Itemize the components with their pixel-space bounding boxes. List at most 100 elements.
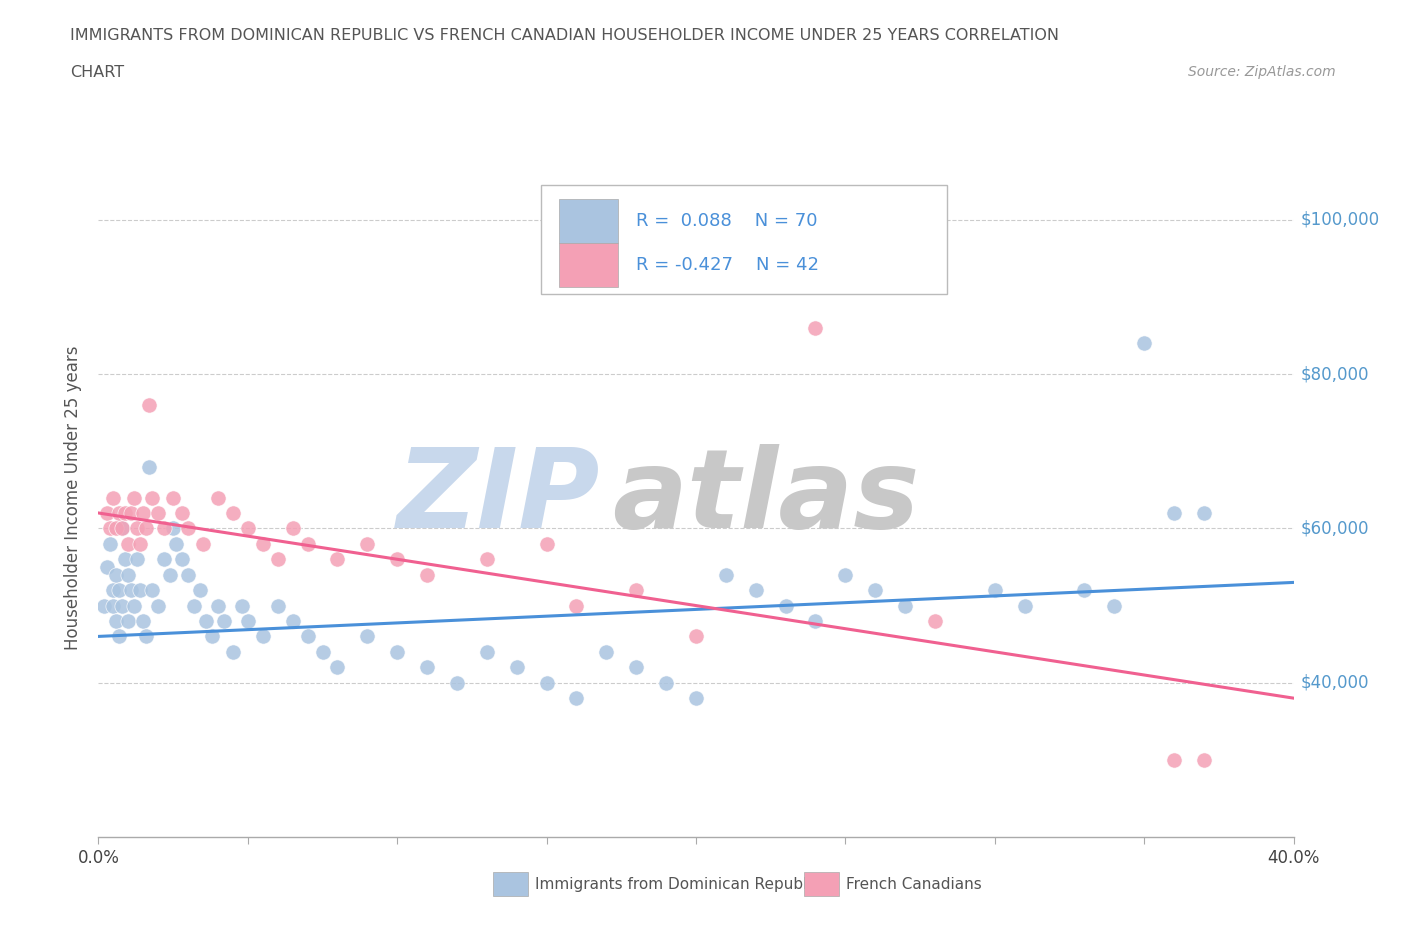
- Point: [356, 537, 378, 551]
- Point: [108, 506, 131, 521]
- Point: [159, 567, 181, 582]
- Point: [129, 583, 152, 598]
- Point: [446, 675, 468, 690]
- Point: [1192, 752, 1215, 767]
- Point: [103, 583, 125, 598]
- Text: ZIP: ZIP: [396, 444, 600, 551]
- Point: [114, 506, 136, 521]
- Point: [138, 459, 160, 474]
- Point: [191, 537, 214, 551]
- Point: [1133, 336, 1156, 351]
- Point: [983, 583, 1005, 598]
- Point: [595, 644, 617, 659]
- Point: [536, 537, 558, 551]
- Point: [105, 614, 128, 629]
- Point: [127, 551, 149, 566]
- Point: [194, 614, 218, 629]
- Point: [865, 583, 887, 598]
- FancyBboxPatch shape: [540, 185, 946, 294]
- Point: [655, 675, 678, 690]
- Point: [183, 598, 205, 613]
- Point: [132, 614, 155, 629]
- Point: [201, 629, 224, 644]
- Point: [311, 644, 333, 659]
- Text: IMMIGRANTS FROM DOMINICAN REPUBLIC VS FRENCH CANADIAN HOUSEHOLDER INCOME UNDER 2: IMMIGRANTS FROM DOMINICAN REPUBLIC VS FR…: [70, 28, 1059, 43]
- Point: [98, 521, 122, 536]
- Point: [834, 567, 856, 582]
- Point: [162, 521, 184, 536]
- Point: [103, 490, 125, 505]
- Point: [297, 537, 319, 551]
- Point: [127, 521, 149, 536]
- Point: [475, 551, 498, 566]
- Point: [1014, 598, 1036, 613]
- Point: [132, 506, 155, 521]
- Point: [804, 320, 827, 336]
- Point: [93, 598, 115, 613]
- Point: [117, 537, 139, 551]
- Point: [297, 629, 319, 644]
- Point: [153, 521, 176, 536]
- Point: [162, 490, 184, 505]
- Point: [103, 598, 125, 613]
- Point: [536, 675, 558, 690]
- Point: [124, 490, 146, 505]
- Point: [96, 506, 118, 521]
- Point: [120, 583, 142, 598]
- Point: [108, 629, 131, 644]
- Point: [356, 629, 378, 644]
- FancyBboxPatch shape: [558, 199, 619, 243]
- Point: [1104, 598, 1126, 613]
- Point: [111, 521, 134, 536]
- Point: [924, 614, 946, 629]
- Point: [385, 644, 409, 659]
- Point: [894, 598, 917, 613]
- Point: [222, 506, 245, 521]
- Point: [267, 598, 290, 613]
- Point: [111, 598, 134, 613]
- Point: [385, 551, 409, 566]
- Point: [804, 614, 827, 629]
- Text: atlas: atlas: [612, 444, 920, 551]
- Point: [135, 521, 157, 536]
- Point: [177, 567, 200, 582]
- Y-axis label: Householder Income Under 25 years: Householder Income Under 25 years: [65, 345, 83, 650]
- Point: [98, 537, 122, 551]
- Point: [114, 551, 136, 566]
- Point: [714, 567, 737, 582]
- Point: [108, 583, 131, 598]
- Point: [624, 583, 647, 598]
- Point: [172, 506, 194, 521]
- Point: [135, 629, 157, 644]
- Point: [416, 660, 439, 675]
- Point: [148, 598, 170, 613]
- Point: [267, 551, 290, 566]
- Point: [188, 583, 211, 598]
- Point: [252, 537, 274, 551]
- Text: Immigrants from Dominican Republic: Immigrants from Dominican Republic: [536, 877, 820, 892]
- Point: [745, 583, 768, 598]
- Point: [775, 598, 797, 613]
- Point: [1163, 506, 1185, 521]
- Text: $40,000: $40,000: [1301, 673, 1369, 692]
- Point: [105, 521, 128, 536]
- Point: [1192, 506, 1215, 521]
- FancyBboxPatch shape: [558, 243, 619, 287]
- Point: [685, 629, 707, 644]
- Text: French Canadians: French Canadians: [846, 877, 981, 892]
- Point: [1073, 583, 1095, 598]
- Point: [117, 614, 139, 629]
- Point: [506, 660, 529, 675]
- Point: [281, 521, 304, 536]
- Point: [96, 560, 118, 575]
- Point: [565, 691, 588, 706]
- Point: [326, 660, 349, 675]
- Text: $80,000: $80,000: [1301, 365, 1369, 383]
- Point: [153, 551, 176, 566]
- Point: [207, 598, 229, 613]
- Text: $100,000: $100,000: [1301, 211, 1379, 229]
- Text: Source: ZipAtlas.com: Source: ZipAtlas.com: [1188, 65, 1336, 79]
- Point: [120, 506, 142, 521]
- Point: [165, 537, 187, 551]
- Point: [124, 598, 146, 613]
